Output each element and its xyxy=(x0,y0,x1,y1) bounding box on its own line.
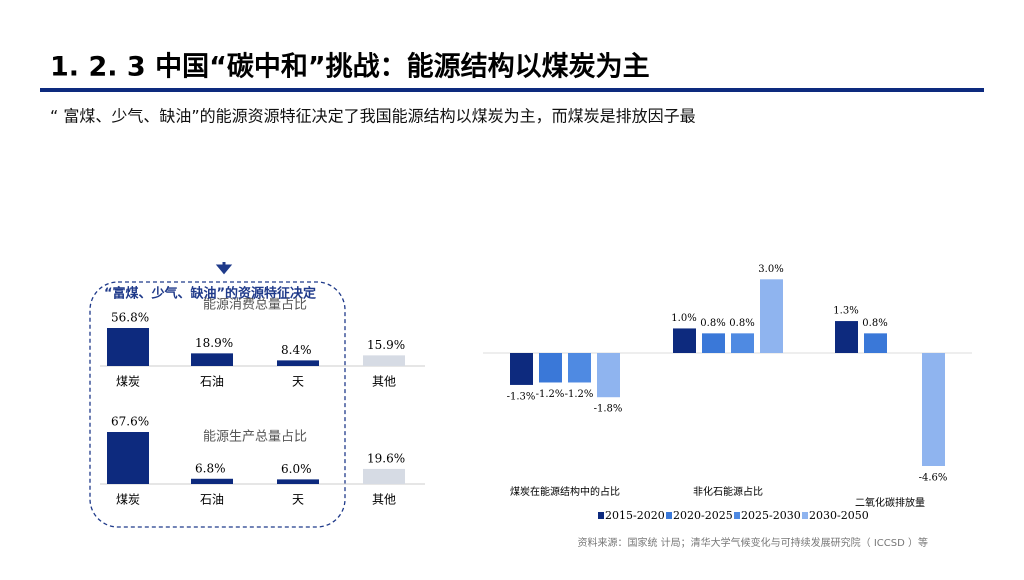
chart-title: 能源消费总量占比 xyxy=(203,298,307,313)
category-label: 天 xyxy=(292,493,304,507)
value-label: 15.9% xyxy=(367,338,405,352)
highlight-box xyxy=(89,281,346,528)
bar xyxy=(191,478,233,484)
value-label: 6.8% xyxy=(195,461,226,475)
value-label: -1.2% xyxy=(565,389,594,400)
slide-title: 1. 2. 3 中国“碳中和”挑战：能源结构以煤炭为主 xyxy=(50,51,650,83)
category-label: 石油 xyxy=(200,493,224,507)
bar xyxy=(922,353,945,466)
value-label: 0.8% xyxy=(862,318,887,329)
value-label: 1.3% xyxy=(833,306,858,317)
bar xyxy=(107,328,149,366)
legend-label: 2030-2050 xyxy=(809,509,869,522)
category-label: 煤炭在能源结构中的占比 xyxy=(510,485,620,498)
value-label: 8.4% xyxy=(281,343,312,357)
bar xyxy=(597,353,620,398)
arrow xyxy=(215,262,233,275)
bar xyxy=(363,468,405,484)
category-label: 非化石能源占比 xyxy=(693,485,763,498)
legend-swatch xyxy=(734,512,740,519)
value-label: 19.6% xyxy=(367,451,405,465)
source: 资料来源：国家统 计局；清华大学气候变化与可持续发展研究院（ ICCSD ）等 xyxy=(578,536,929,549)
bar xyxy=(673,328,696,353)
category-label: 煤炭 xyxy=(116,493,140,507)
legend-label: 2020-2025 xyxy=(673,509,733,522)
category-label: 二氧化碳排放量 xyxy=(855,496,925,509)
value-label: 1.0% xyxy=(671,313,696,324)
bar xyxy=(277,479,319,484)
bar xyxy=(568,353,591,383)
subtitle: “ 富煤、少气、缺油”的能源资源特征决定了我国能源结构以煤炭为主，而煤炭是排放因… xyxy=(50,107,696,126)
value-label: 67.6% xyxy=(111,415,149,429)
title-rule xyxy=(40,88,984,92)
value-label: 0.8% xyxy=(729,318,754,329)
bar xyxy=(539,353,562,383)
category-label: 其他 xyxy=(372,493,396,507)
bar xyxy=(760,279,783,353)
bar xyxy=(864,333,887,353)
bar xyxy=(277,360,319,366)
bar xyxy=(835,321,858,353)
value-label: -1.2% xyxy=(536,389,565,400)
bar xyxy=(191,353,233,366)
legend-swatch xyxy=(666,512,672,519)
value-label: 0.8% xyxy=(700,318,725,329)
value-label: 3.0% xyxy=(758,264,783,275)
chart-title: 能源生产总量占比 xyxy=(203,430,307,445)
bar xyxy=(107,432,149,484)
category-label: 天 xyxy=(292,375,304,389)
value-label: -4.6% xyxy=(919,473,948,484)
bar xyxy=(363,355,405,366)
legend-label: 2025-2030 xyxy=(741,509,801,522)
bar xyxy=(702,333,725,353)
legend-swatch xyxy=(802,512,808,519)
category-label: 其他 xyxy=(372,375,396,389)
value-label: -1.3% xyxy=(507,391,536,402)
legend-label: 2015-2020 xyxy=(605,509,665,522)
category-label: 煤炭 xyxy=(116,375,140,389)
bar xyxy=(731,333,754,353)
legend-swatch xyxy=(598,512,604,519)
value-label: 18.9% xyxy=(195,336,233,350)
value-label: 56.8% xyxy=(111,311,149,325)
category-label: 石油 xyxy=(200,375,224,389)
value-label: -1.8% xyxy=(594,404,623,415)
box-label: “富煤、少气、缺油”的资源特征决定 xyxy=(104,286,316,302)
bar xyxy=(510,353,533,385)
value-label: 6.0% xyxy=(281,462,312,476)
